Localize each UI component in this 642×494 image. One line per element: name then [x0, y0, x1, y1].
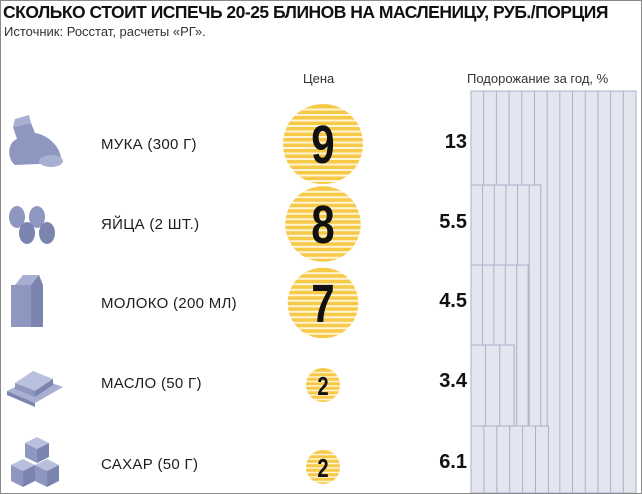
butter-icon [5, 361, 65, 409]
increase-data-label: 6.1 [439, 451, 467, 473]
category-label: САХАР (50 Г) [101, 456, 199, 473]
chart-title: СКОЛЬКО СТОИТ ИСПЕЧЬ 20-25 БЛИНОВ НА МАС… [3, 2, 608, 22]
sugar-cubes-icon [5, 435, 65, 491]
price-coin [306, 450, 340, 484]
price-data-label: 2 [317, 454, 328, 483]
increase-bar [470, 425, 549, 493]
flour-bag-icon [5, 113, 67, 169]
category-label: МУКА (300 Г) [101, 136, 197, 153]
milk-carton-icon [9, 271, 45, 329]
price-column-header: Цена [303, 71, 335, 86]
category-label: МОЛОКО (200 МЛ) [101, 295, 237, 312]
increase-data-label: 4.5 [439, 290, 467, 312]
price-data-label: 7 [311, 274, 334, 334]
category-label: ЯЙЦА (2 ШТ.) [101, 216, 200, 233]
increase-data-label: 3.4 [439, 370, 467, 392]
price-data-label: 9 [311, 115, 334, 175]
category-label: МАСЛО (50 Г) [101, 375, 202, 392]
price-data-label: 2 [317, 372, 328, 401]
increase-data-label: 5.5 [439, 211, 467, 233]
increase-column-header: Подорожание за год, % [467, 71, 609, 86]
increase-data-label: 13 [444, 131, 467, 153]
price-coin [283, 104, 363, 184]
eggs-icon [5, 203, 59, 247]
source-note: Источник: Росстат, расчеты «РГ». [4, 24, 206, 39]
price-data-label: 8 [311, 195, 334, 255]
